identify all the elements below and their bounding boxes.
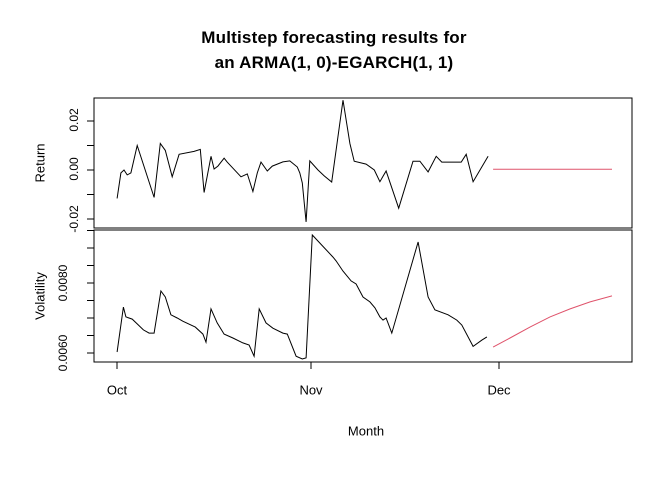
chart-title: Multistep forecasting results for an ARM… <box>0 25 668 75</box>
y-tick-label-top: 0.02 <box>67 108 81 132</box>
y-axis-title-return: Return <box>32 143 48 183</box>
y-tick-label-bottom: 0.0060 <box>56 334 70 372</box>
x-axis-title: Month <box>347 423 385 439</box>
y-tick-label-top: -0.02 <box>67 205 81 233</box>
x-tick-label-nov: Nov <box>299 382 323 398</box>
x-tick-label-dec: Dec <box>487 382 511 398</box>
y-tick-label-top: 0.00 <box>67 157 81 181</box>
y-tick-label-bottom: 0.0080 <box>56 264 70 302</box>
x-tick-label-oct: Oct <box>106 382 128 398</box>
y-axis-title-volatility: Volatility <box>32 272 48 320</box>
chart-title-line2: an ARMA(1, 0)-EGARCH(1, 1) <box>214 53 454 72</box>
chart-title-line1: Multistep forecasting results for <box>201 28 467 47</box>
